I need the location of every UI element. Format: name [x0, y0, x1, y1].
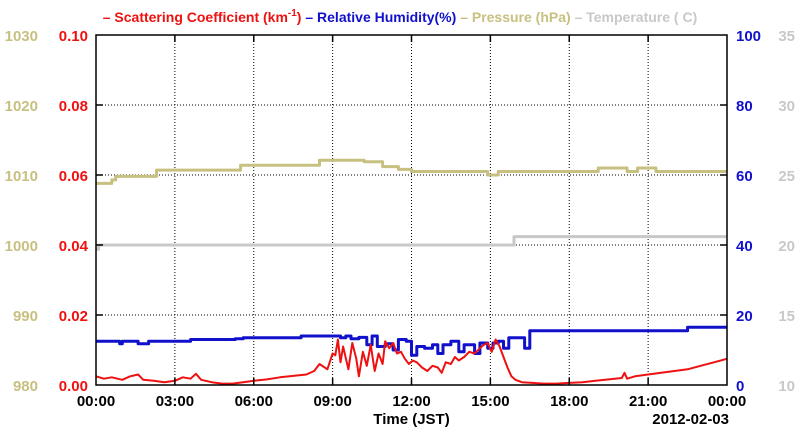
y-tick-label-temperature: 35: [778, 28, 795, 45]
legend-scattering-suffix: ): [297, 9, 302, 25]
x-tick-label: 06:00: [235, 393, 273, 410]
x-tick-label: 00:00: [77, 393, 115, 410]
y-tick-label-temperature: 20: [778, 238, 795, 255]
x-tick-label: 18:00: [550, 393, 588, 410]
x-tick-label: 15:00: [471, 393, 509, 410]
x-tick-label: 00:00: [708, 393, 746, 410]
series-line-rh: [96, 325, 727, 357]
legend-scattering: – Scattering Coefficient (km: [103, 9, 288, 25]
y-tick-label-rh: 100: [736, 28, 761, 45]
date-label: 2012-02-03: [652, 411, 729, 428]
x-tick-label: 12:00: [392, 393, 430, 410]
grid-layer: [96, 35, 727, 385]
y-tick-label-rh: 40: [736, 238, 753, 255]
y-tick-label-rh: 20: [736, 308, 753, 325]
series-line-scattering: [95, 338, 728, 385]
legend-scattering-sup: -1: [288, 8, 297, 19]
label-layer: 00:00 03:00 06:00 09:00 12:00 15:00 18:00 21:00…: [5, 28, 795, 410]
x-tick-label: 09:00: [313, 393, 351, 410]
tick-layer: [96, 35, 727, 385]
series-layer: [95, 158, 728, 385]
y-tick-label-temperature: 15: [778, 308, 795, 325]
x-axis-label: Time (JST): [373, 411, 449, 428]
legend-temperature: – Temperature ( C): [575, 9, 698, 25]
y-tick-label-scattering: 0.06: [59, 168, 88, 185]
legend-rh: – Relative Humidity(%): [305, 9, 456, 25]
chart-legend: – Scattering Coefficient (km-1) – Relati…: [103, 8, 698, 25]
y-tick-label-pressure: 1010: [5, 168, 38, 185]
y-tick-label-scattering: 0.04: [59, 238, 89, 255]
y-tick-label-scattering: 0.02: [59, 308, 88, 325]
series-line-temperature: [96, 235, 727, 251]
y-tick-label-temperature: 10: [778, 378, 795, 395]
y-tick-label-scattering: 0.10: [59, 28, 88, 45]
y-tick-label-pressure: 980: [13, 378, 38, 395]
y-tick-label-pressure: 1030: [5, 28, 38, 45]
y-tick-label-temperature: 30: [778, 98, 795, 115]
y-tick-label-pressure: 1020: [5, 98, 38, 115]
y-tick-label-pressure: 1000: [5, 238, 38, 255]
y-tick-label-temperature: 25: [778, 168, 795, 185]
y-tick-label-rh: 0: [736, 378, 744, 395]
y-tick-label-rh: 80: [736, 98, 753, 115]
x-tick-label: 03:00: [156, 393, 194, 410]
y-tick-label-pressure: 990: [13, 308, 38, 325]
x-tick-label: 21:00: [629, 393, 667, 410]
y-tick-label-scattering: 0.08: [59, 98, 88, 115]
y-tick-label-rh: 60: [736, 168, 753, 185]
y-tick-label-scattering: 0.00: [59, 378, 88, 395]
legend-pressure: – Pressure (hPa): [460, 9, 571, 25]
series-line-pressure: [96, 158, 727, 185]
